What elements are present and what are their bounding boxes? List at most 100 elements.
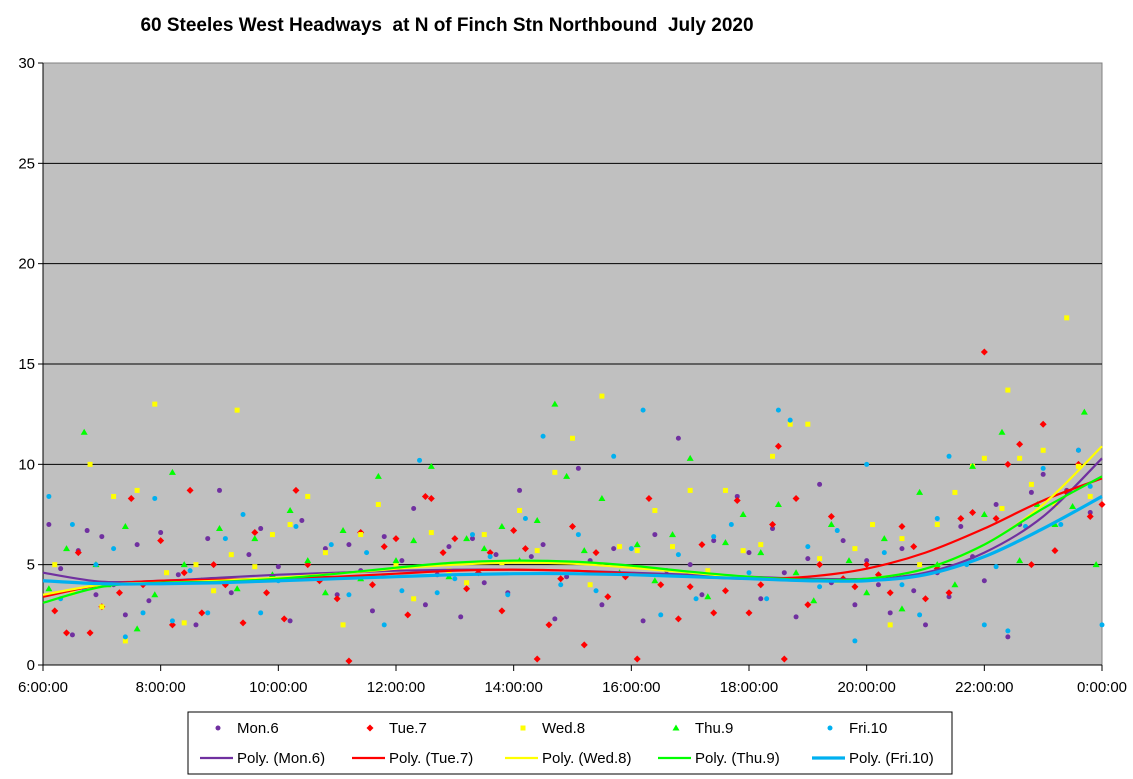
legend-marker (215, 725, 221, 731)
data-point (805, 544, 811, 550)
data-point (451, 535, 459, 543)
legend-label: Poly. (Wed.8) (542, 750, 631, 767)
data-point (969, 462, 977, 469)
data-point (787, 421, 793, 427)
data-point (287, 522, 293, 528)
data-point (69, 632, 75, 638)
data-point (557, 575, 565, 583)
data-point (99, 604, 105, 610)
legend-label: Poly. (Tue.7) (389, 750, 473, 767)
data-point (522, 516, 528, 522)
data-point (122, 612, 128, 618)
data-point (517, 487, 523, 493)
data-point (704, 593, 712, 600)
data-point (498, 523, 506, 530)
data-point (864, 461, 870, 467)
data-point (463, 585, 471, 593)
x-tick-label: 0:00:00 (1077, 679, 1127, 696)
data-point (721, 587, 729, 595)
data-point (598, 494, 606, 501)
data-point (205, 536, 211, 542)
data-point (364, 550, 370, 556)
data-point (305, 493, 311, 499)
data-point (84, 528, 90, 534)
data-point (917, 562, 923, 568)
data-point (999, 505, 1005, 511)
data-point (699, 592, 705, 598)
data-point (780, 655, 788, 663)
data-point (1004, 460, 1012, 468)
data-point (80, 428, 88, 435)
data-point (1051, 547, 1059, 555)
data-point (304, 557, 312, 564)
legend-marker (672, 724, 680, 731)
data-point (958, 524, 964, 530)
legend-label: Thu.9 (695, 720, 733, 737)
x-tick-label: 16:00:00 (602, 679, 660, 696)
data-point (399, 588, 405, 594)
legend-label: Tue.7 (389, 720, 427, 737)
data-point (122, 638, 128, 644)
data-point (852, 602, 858, 608)
series-Wed.8 (52, 315, 1093, 644)
data-point (652, 507, 658, 513)
data-point (864, 558, 870, 564)
data-point (899, 582, 905, 588)
legend-label: Fri.10 (849, 720, 887, 737)
data-point (158, 530, 164, 536)
data-point (945, 589, 953, 597)
data-point (358, 532, 364, 538)
trendline-Poly. (Fri.10) (42, 495, 1103, 586)
data-point (721, 539, 729, 546)
data-point (86, 629, 94, 637)
data-point (934, 522, 940, 528)
data-point (1040, 465, 1046, 471)
data-point (127, 494, 135, 502)
data-point (251, 535, 259, 542)
data-point (686, 454, 694, 461)
data-point (152, 495, 158, 501)
x-tick-label: 22:00:00 (955, 679, 1013, 696)
data-point (517, 507, 523, 513)
data-point (592, 549, 600, 557)
data-point (827, 513, 835, 521)
data-point (233, 585, 241, 592)
data-point (792, 494, 800, 502)
data-point (186, 486, 194, 494)
data-point (258, 610, 264, 616)
data-point (593, 588, 599, 594)
data-point (764, 596, 770, 602)
data-point (910, 543, 918, 551)
data-point (246, 552, 252, 558)
data-point (633, 655, 641, 663)
data-point (146, 598, 152, 604)
data-point (510, 527, 518, 535)
data-point (1016, 440, 1024, 448)
data-point (228, 552, 234, 558)
data-point (93, 562, 99, 568)
data-point (911, 588, 917, 594)
data-point (863, 561, 871, 569)
legend-box (187, 711, 953, 775)
data-point (216, 525, 223, 532)
data-point (299, 518, 305, 524)
data-point (334, 592, 340, 598)
data-point (63, 545, 71, 552)
data-point (534, 548, 540, 554)
data-point (228, 590, 234, 596)
data-point (569, 523, 576, 531)
data-point (439, 549, 447, 557)
data-point (652, 532, 658, 538)
data-point (980, 348, 988, 356)
data-point (393, 562, 399, 568)
data-point (634, 548, 640, 554)
legend-label: Poly. (Fri.10) (849, 750, 934, 767)
data-point (481, 580, 487, 586)
y-tick-label: 0 (27, 657, 35, 674)
data-point (875, 582, 881, 588)
data-point (1039, 420, 1047, 428)
data-point (368, 581, 376, 589)
x-tick-label: 20:00:00 (837, 679, 895, 696)
data-point (840, 538, 846, 544)
data-point (211, 588, 217, 594)
